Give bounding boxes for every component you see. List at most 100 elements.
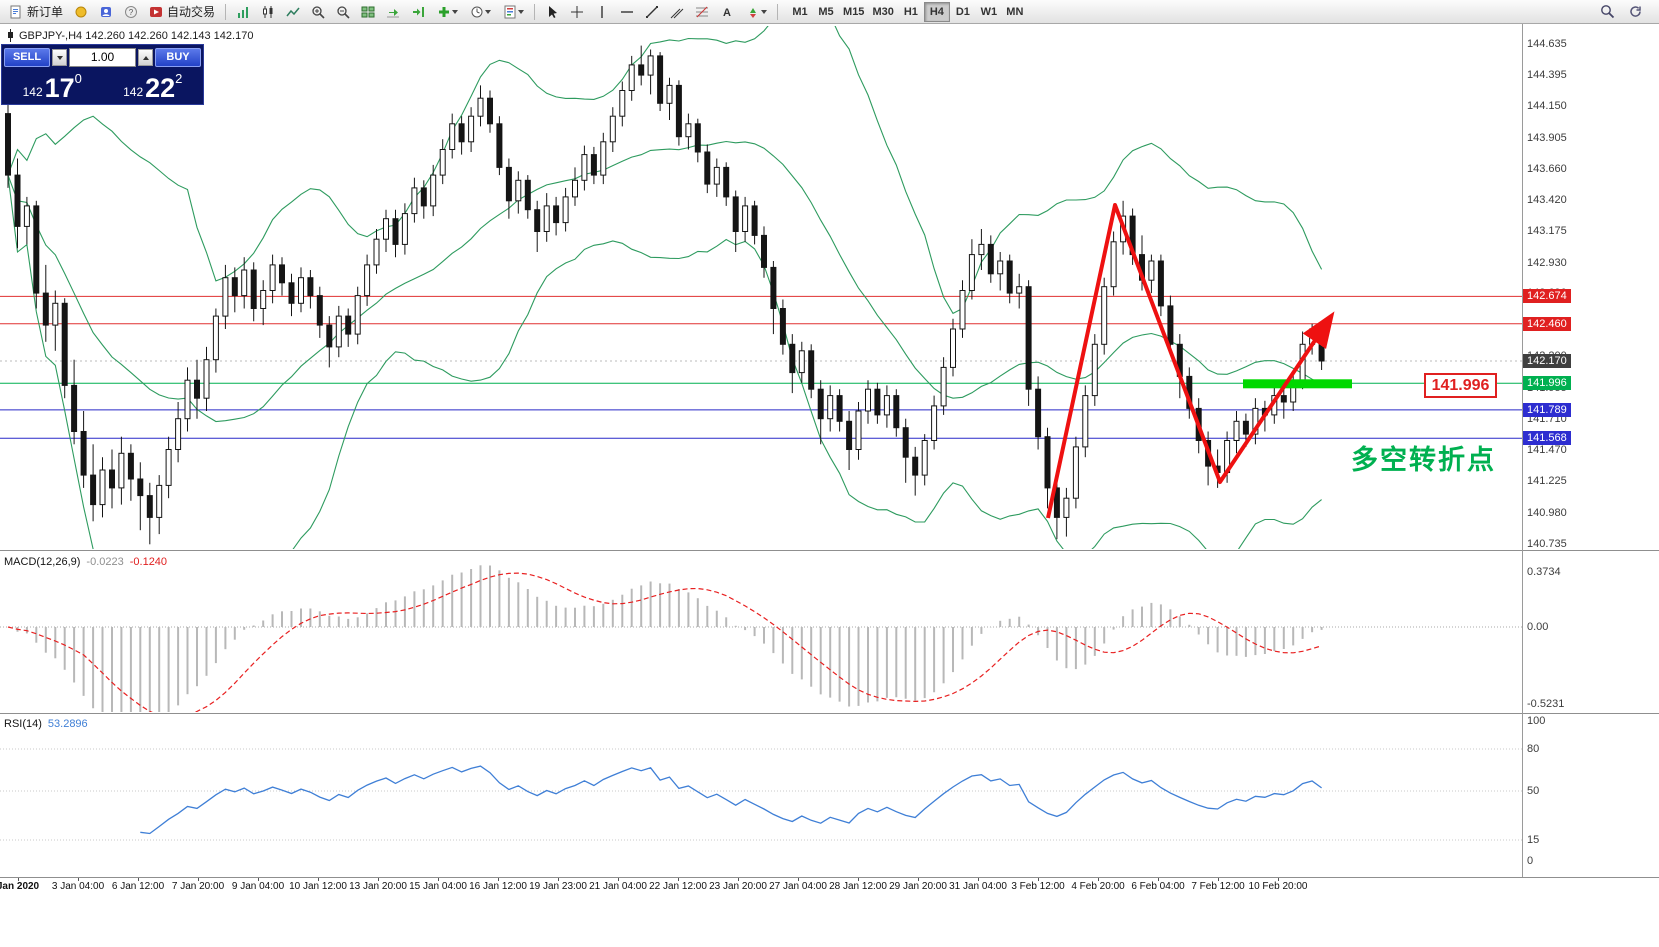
line-chart-icon[interactable] (281, 2, 305, 22)
chevron-down-icon (484, 9, 491, 14)
new-order-button[interactable]: 新订单 (4, 2, 68, 22)
arrows-tool-button[interactable] (740, 2, 772, 22)
timeframe-mn-button[interactable]: MN (1006, 5, 1024, 18)
horizontal-line-icon[interactable] (615, 2, 639, 22)
price-tag-142.460: 142.460 (1523, 316, 1571, 331)
zoom-out-icon[interactable] (331, 2, 355, 22)
volume-increase-button[interactable] (138, 49, 153, 66)
triangle-up-icon (142, 55, 149, 60)
panel-separator[interactable] (0, 713, 1659, 714)
refresh-icon[interactable] (1623, 2, 1647, 22)
price-scale-label: 141.225 (1527, 475, 1567, 488)
rsi-name: RSI(14) (4, 718, 42, 730)
time-tick (138, 878, 139, 881)
time-axis-label: 29 Jan 20:00 (889, 881, 947, 892)
bar-chart-icon[interactable] (231, 2, 255, 22)
community-icon[interactable] (94, 2, 118, 22)
macd-signal-value: -0.1240 (129, 556, 168, 568)
zoom-in-icon[interactable] (306, 2, 330, 22)
time-axis-label: 7 Feb 12:00 (1191, 881, 1245, 892)
volume-input[interactable]: 1.00 (69, 48, 136, 67)
indicators-button[interactable] (431, 2, 463, 22)
price-annotation-box[interactable]: 141.996 (1424, 373, 1497, 398)
time-axis-label: 6 Jan 12:00 (111, 881, 165, 892)
toolbar-separator (225, 3, 227, 20)
buy-button[interactable]: BUY (155, 48, 201, 67)
price-scale-label: 144.150 (1527, 100, 1567, 113)
time-axis-label: 21 Jan 04:00 (589, 881, 647, 892)
timeframe-m30-button[interactable]: M30 (872, 5, 894, 18)
toolbar-separator (777, 3, 779, 20)
buy-price[interactable]: 142 22 2 (103, 68, 204, 104)
time-tick (438, 878, 439, 881)
vertical-line-icon[interactable] (590, 2, 614, 22)
channel-icon[interactable] (665, 2, 689, 22)
candlestick-chart[interactable] (0, 26, 1522, 549)
time-axis-label: 19 Jan 23:00 (529, 881, 587, 892)
macd-indicator-panel (0, 565, 1522, 712)
time-axis-label: Jan 2020 (0, 881, 40, 892)
template-icon (504, 5, 516, 18)
sell-price-sup: 0 (74, 71, 82, 86)
time-axis-label: 22 Jan 12:00 (649, 881, 707, 892)
panel-separator[interactable] (0, 550, 1659, 551)
svg-text:?: ? (129, 8, 134, 17)
time-axis-label: 16 Jan 12:00 (469, 881, 527, 892)
price-scale-label: 143.420 (1527, 193, 1567, 206)
one-click-trading-panel: SELL 1.00 BUY 142 17 0 142 22 2 (1, 44, 204, 105)
timeframe-m5-button[interactable]: M5 (818, 5, 834, 18)
sell-price-prefix: 142 (22, 85, 43, 99)
time-tick (798, 878, 799, 881)
price-scale-label: 141.470 (1527, 443, 1567, 456)
scale-border (1522, 24, 1523, 895)
macd-value: -0.0223 (86, 556, 124, 568)
svg-text:A: A (723, 7, 731, 19)
periods-button[interactable] (464, 2, 496, 22)
timeframe-m15-button[interactable]: M15 (843, 5, 865, 18)
time-tick (1098, 878, 1099, 881)
price-scale-label: 144.635 (1527, 38, 1567, 50)
turning-point-annotation[interactable]: 多空转折点 (1351, 445, 1496, 475)
time-tick (498, 878, 499, 881)
macd-label: MACD(12,26,9) -0.0223 -0.1240 (4, 556, 167, 568)
indicators-icon (438, 6, 449, 17)
sell-price[interactable]: 142 17 0 (2, 68, 103, 104)
time-axis-label: 7 Jan 20:00 (171, 881, 225, 892)
sell-button[interactable]: SELL (4, 48, 50, 67)
volume-decrease-button[interactable] (52, 49, 67, 66)
cursor-icon[interactable] (540, 2, 564, 22)
symbol-period-ohlc: GBPJPY-,H4 142.260 142.260 142.143 142.1… (19, 29, 254, 42)
crosshair-icon[interactable] (565, 2, 589, 22)
time-axis-label: 13 Jan 20:00 (349, 881, 407, 892)
chart-shift-icon[interactable] (406, 2, 430, 22)
time-tick (198, 878, 199, 881)
templates-button[interactable] (497, 2, 529, 22)
rsi-scale-label: 50 (1527, 785, 1540, 797)
timeframe-h4-button[interactable]: H4 (923, 1, 950, 22)
price-scale[interactable]: 144.635 144.395 144.150 143.905 143.660 143.4… (1523, 24, 1659, 876)
time-axis[interactable]: Jan 2020 3 Jan 04:00 6 Jan 12:00 7 Jan 20:0… (0, 877, 1659, 896)
fibonacci-icon[interactable] (690, 2, 714, 22)
search-icon[interactable] (1595, 2, 1619, 22)
mql5-icon[interactable] (69, 2, 93, 22)
timeframe-h1-button[interactable]: H1 (903, 5, 918, 18)
timeframe-d1-button[interactable]: D1 (955, 5, 970, 18)
new-order-label: 新订单 (27, 5, 64, 19)
trendline-icon[interactable] (640, 2, 664, 22)
tile-windows-icon[interactable] (356, 2, 380, 22)
help-icon[interactable]: ? (119, 2, 143, 22)
time-tick (858, 878, 859, 881)
time-tick (378, 878, 379, 881)
time-tick (78, 878, 79, 881)
text-tool-icon[interactable]: A (715, 2, 739, 22)
time-axis-label: 10 Jan 12:00 (289, 881, 347, 892)
auto-scroll-icon[interactable] (381, 2, 405, 22)
auto-trading-button[interactable]: 自动交易 (144, 2, 220, 22)
timeframe-w1-button[interactable]: W1 (980, 5, 998, 18)
candlestick-chart-icon[interactable] (256, 2, 280, 22)
time-tick (978, 878, 979, 881)
timeframe-m1-button[interactable]: M1 (792, 5, 808, 18)
price-scale-label: 140.980 (1527, 506, 1567, 519)
macd-scale-label: 0.3734 (1527, 566, 1561, 579)
price-scale-label: 142.930 (1527, 256, 1567, 269)
